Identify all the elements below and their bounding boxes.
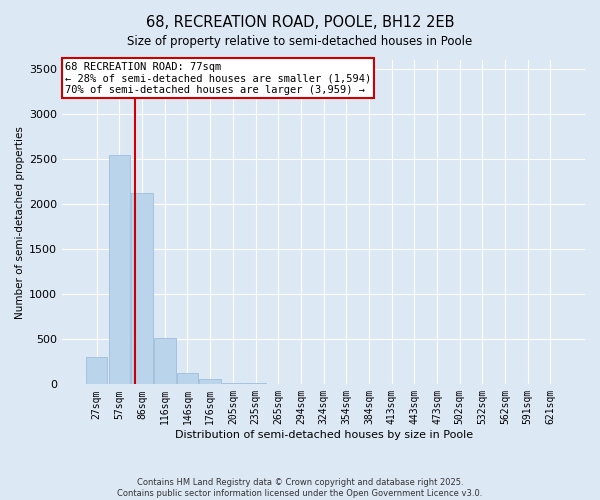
Bar — [131, 194, 153, 384]
Text: 68 RECREATION ROAD: 77sqm
← 28% of semi-detached houses are smaller (1,594)
70% : 68 RECREATION ROAD: 77sqm ← 28% of semi-… — [65, 62, 371, 95]
X-axis label: Distribution of semi-detached houses by size in Poole: Distribution of semi-detached houses by … — [175, 430, 473, 440]
Bar — [176, 372, 198, 384]
Bar — [109, 154, 130, 384]
Bar — [154, 338, 176, 384]
Bar — [222, 382, 244, 384]
Text: Contains HM Land Registry data © Crown copyright and database right 2025.
Contai: Contains HM Land Registry data © Crown c… — [118, 478, 482, 498]
Bar — [86, 358, 107, 384]
Text: Size of property relative to semi-detached houses in Poole: Size of property relative to semi-detach… — [127, 35, 473, 48]
Bar — [199, 379, 221, 384]
Text: 68, RECREATION ROAD, POOLE, BH12 2EB: 68, RECREATION ROAD, POOLE, BH12 2EB — [146, 15, 454, 30]
Y-axis label: Number of semi-detached properties: Number of semi-detached properties — [15, 126, 25, 318]
